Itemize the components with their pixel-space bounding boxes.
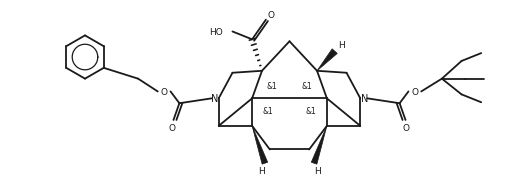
Text: H: H bbox=[338, 41, 345, 50]
Text: O: O bbox=[160, 88, 167, 97]
Polygon shape bbox=[317, 49, 337, 71]
Text: N: N bbox=[211, 94, 218, 104]
Polygon shape bbox=[252, 126, 268, 164]
Text: O: O bbox=[169, 124, 176, 133]
Text: H: H bbox=[258, 166, 265, 176]
Text: O: O bbox=[267, 11, 275, 20]
Polygon shape bbox=[311, 126, 327, 164]
Text: &1: &1 bbox=[263, 107, 273, 116]
Text: HO: HO bbox=[209, 28, 223, 37]
Text: O: O bbox=[412, 88, 419, 97]
Text: N: N bbox=[360, 94, 368, 104]
Text: &1: &1 bbox=[306, 107, 317, 116]
Text: H: H bbox=[314, 166, 320, 176]
Text: &1: &1 bbox=[266, 82, 277, 91]
Text: &1: &1 bbox=[302, 82, 313, 91]
Text: O: O bbox=[403, 124, 410, 133]
